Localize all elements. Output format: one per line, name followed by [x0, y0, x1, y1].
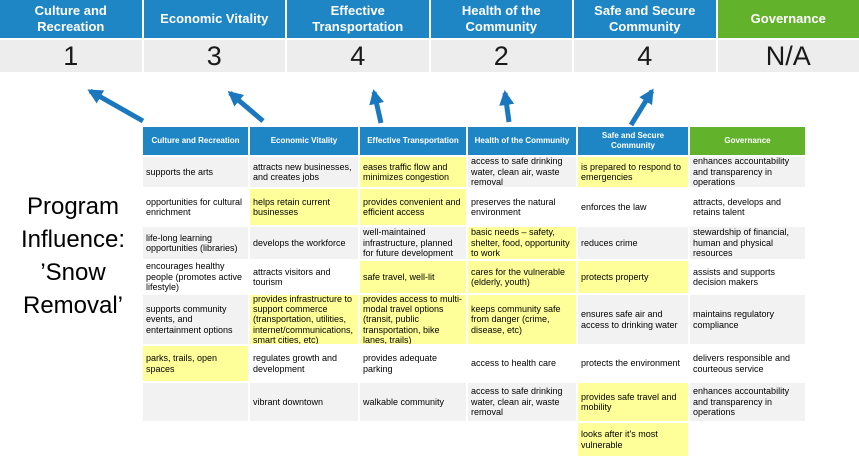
matrix-cell: well-maintained infrastructure, planned … [360, 227, 466, 259]
matrix-cell: regulates growth and development [250, 346, 358, 381]
program-title-line: ’Snow [40, 259, 106, 286]
matrix-cell [143, 383, 248, 421]
up-arrow-icon [499, 90, 515, 123]
matrix-cell: provides infrastructure to support comme… [250, 295, 358, 344]
matrix-cell: supports the arts [143, 157, 248, 187]
program-title-line: Program [26, 193, 120, 220]
matrix-cell: reduces crime [578, 227, 688, 259]
matrix-cell: basic needs – safety, shelter, food, opp… [468, 227, 576, 259]
matrix-cell: keeps community safe from danger (crime,… [468, 295, 576, 344]
matrix-cell: opportunities for cultural enrichment [143, 189, 248, 225]
matrix-cell [690, 423, 805, 456]
matrix-cell: assists and supports decision makers [690, 261, 805, 293]
matrix-cell: access to safe drinking water, clean air… [468, 157, 576, 187]
matrix-cell: helps retain current businesses [250, 189, 358, 225]
matrix-cell: access to health care [468, 346, 576, 381]
category-header-safety: Safe and Secure Community [574, 0, 716, 38]
matrix-cell [143, 423, 248, 456]
matrix-cell: safe travel, well-lit [360, 261, 466, 293]
matrix-cell: enforces the law [578, 189, 688, 225]
matrix-cell: parks, trails, open spaces [143, 346, 248, 381]
matrix-cell: provides safe travel and mobility [578, 383, 688, 421]
matrix-cell: ensures safe air and access to drinking … [578, 295, 688, 344]
category-header-culture: Culture and Recreation [0, 0, 142, 38]
matrix-cell [360, 423, 466, 456]
matrix-cell: access to safe drinking water, clean air… [468, 383, 576, 421]
score-transportation: 4 [287, 40, 429, 72]
score-safety: 4 [574, 40, 716, 72]
score-band: Culture and Recreation Economic Vitality… [0, 0, 859, 72]
matrix-cell: protects property [578, 261, 688, 293]
matrix-header-transportation: Effective Transportation [360, 127, 466, 155]
matrix-cell: is prepared to respond to emergencies [578, 157, 688, 187]
matrix-cell: attracts, develops and retains talent [690, 189, 805, 225]
matrix-cell [468, 423, 576, 456]
matrix-cell: eases traffic flow and minimizes congest… [360, 157, 466, 187]
category-header-transportation: Effective Transportation [287, 0, 429, 38]
matrix-cell: maintains regulatory compliance [690, 295, 805, 344]
matrix-cell: encourages healthy people (promotes acti… [143, 261, 248, 293]
matrix-header-culture: Culture and Recreation [143, 127, 248, 155]
matrix-cell: enhances accountability and transparency… [690, 157, 805, 187]
matrix-header-governance: Governance [690, 127, 805, 155]
up-arrow-icon [369, 89, 384, 124]
matrix-cell: preserves the natural environment [468, 189, 576, 225]
category-header-health: Health of the Community [430, 0, 572, 38]
matrix-header-health: Health of the Community [468, 127, 576, 155]
matrix-cell: provides access to multi-modal travel op… [360, 295, 466, 344]
matrix-cell: stewardship of financial, human and phys… [690, 227, 805, 259]
category-header-governance: Governance [717, 0, 859, 38]
matrix-cell: vibrant downtown [250, 383, 358, 421]
up-arrow-icon [227, 91, 265, 123]
score-economic: 3 [143, 40, 285, 72]
score-culture: 1 [0, 40, 142, 72]
matrix-cell: enhances accountability and transparency… [690, 383, 805, 421]
matrix-header-safety: Safe and Secure Community [578, 127, 688, 155]
matrix-cell: attracts visitors and tourism [250, 261, 358, 293]
score-health: 2 [430, 40, 572, 72]
program-title-line: Removal’ [22, 292, 124, 319]
matrix-cell: protects the environment [578, 346, 688, 381]
score-governance: N/A [717, 40, 859, 72]
matrix-cell: walkable community [360, 383, 466, 421]
matrix-cell: provides convenient and efficient access [360, 189, 466, 225]
matrix-header-economic: Economic Vitality [250, 127, 358, 155]
matrix-cell: life-long learning opportunities (librar… [143, 227, 248, 259]
program-title: Program Influence: ’Snow Removal’ [0, 190, 146, 322]
matrix-cell: delivers responsible and courteous servi… [690, 346, 805, 381]
matrix-cell: supports community events, and entertain… [143, 295, 248, 344]
matrix-cell: develops the workforce [250, 227, 358, 259]
matrix-cell: attracts new businesses, and creates job… [250, 157, 358, 187]
program-title-line: Influence: [20, 226, 126, 253]
matrix-cell [250, 423, 358, 456]
priorities-matrix: Culture and Recreation Economic Vitality… [143, 127, 805, 456]
category-header-economic: Economic Vitality [143, 0, 285, 38]
matrix-cell: cares for the vulnerable (elderly, youth… [468, 261, 576, 293]
up-arrow-icon [628, 88, 655, 127]
matrix-cell: looks after it's most vulnerable [578, 423, 688, 456]
up-arrow-icon [87, 88, 145, 124]
matrix-cell: provides adequate parking [360, 346, 466, 381]
